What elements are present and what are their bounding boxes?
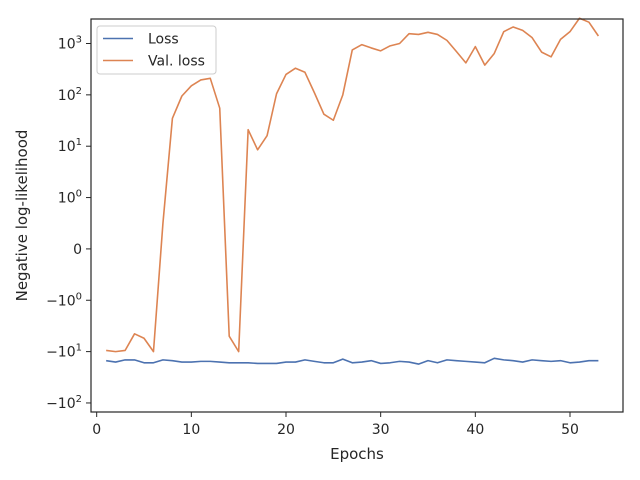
x-tick-label: 30 bbox=[372, 422, 390, 438]
legend: Loss Val. loss bbox=[96, 25, 217, 75]
legend-label-val-loss: Val. loss bbox=[148, 54, 205, 70]
series-line-val-loss bbox=[106, 17, 600, 353]
x-tick-label: 10 bbox=[182, 422, 200, 438]
plot-lines bbox=[106, 17, 600, 365]
y-tick-label: 101 bbox=[58, 137, 82, 155]
x-tick-label: 40 bbox=[466, 422, 484, 438]
y-tick-label: 103 bbox=[58, 35, 82, 53]
y-axis: 103 102 101 100 0 −100 −101 −102 bbox=[46, 35, 91, 412]
y-tick-label: 100 bbox=[58, 189, 82, 207]
y-axis-label: Negative log-likelihood bbox=[13, 130, 31, 302]
y-tick-label: −100 bbox=[46, 291, 82, 309]
x-tick-label: 20 bbox=[277, 422, 295, 438]
y-tick-label: 102 bbox=[58, 86, 82, 104]
x-tick-label: 50 bbox=[561, 422, 579, 438]
x-axis-label: Epochs bbox=[330, 445, 384, 463]
x-tick-label: 0 bbox=[92, 422, 101, 438]
plot-area-background bbox=[91, 19, 623, 412]
plot-frame bbox=[90, 18, 624, 413]
series-line-loss bbox=[106, 357, 599, 365]
y-tick-label: 0 bbox=[73, 242, 82, 258]
y-tick-label: −101 bbox=[46, 343, 82, 361]
x-axis: 0 10 20 30 40 50 bbox=[92, 412, 579, 438]
y-tick-label: −102 bbox=[46, 394, 82, 412]
legend-label-loss: Loss bbox=[148, 32, 179, 48]
